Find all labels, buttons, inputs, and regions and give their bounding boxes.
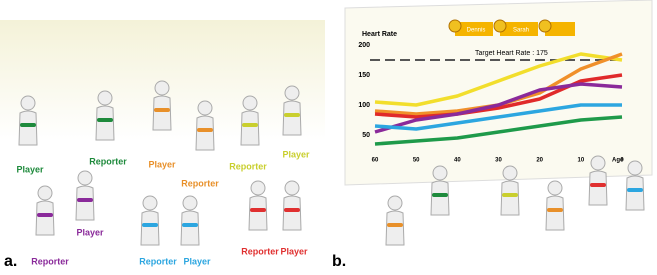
sensor-band: [387, 223, 403, 227]
sensor-band: [97, 118, 113, 122]
sensor-band: [37, 213, 53, 217]
person-body: [386, 211, 404, 245]
sensor-band: [284, 208, 300, 212]
x-tick-label: 20: [536, 158, 543, 164]
person-head: [503, 166, 517, 180]
role-label: Reporter: [229, 161, 267, 171]
figure: a. b. Heart Rate Age Target Heart Rate :…: [0, 0, 657, 270]
person-head: [433, 166, 447, 180]
person-head: [285, 181, 299, 195]
y-tick-label: 50: [362, 132, 370, 139]
person-body: [626, 176, 644, 210]
person-head: [21, 96, 35, 110]
role-label: Reporter: [89, 156, 127, 166]
person-head: [285, 86, 299, 100]
person-head: [183, 196, 197, 210]
person-head: [38, 186, 52, 200]
sensor-band: [284, 113, 300, 117]
person-body: [431, 181, 449, 215]
role-label: Player: [148, 159, 176, 169]
panel-tag: a.: [4, 253, 17, 270]
sensor-band: [242, 123, 258, 127]
sensor-band: [142, 223, 158, 227]
person-head: [155, 81, 169, 95]
person-body: [36, 201, 54, 235]
person-body: [249, 196, 267, 230]
person-body: [196, 116, 214, 150]
person-body: [283, 196, 301, 230]
person-head: [251, 181, 265, 195]
x-tick-label: 60: [372, 158, 379, 164]
role-label: Reporter: [241, 246, 279, 256]
person-body: [546, 196, 564, 230]
badge-medal: [449, 20, 461, 32]
person-head: [78, 171, 92, 185]
role-label: Player: [282, 149, 310, 159]
person-head: [548, 181, 562, 195]
person-body: [76, 186, 94, 220]
y-tick-label: 100: [358, 102, 370, 109]
role-label: Player: [76, 227, 104, 237]
role-label: Player: [280, 246, 308, 256]
role-label: Player: [16, 164, 44, 174]
person-head: [198, 101, 212, 115]
person-body: [181, 211, 199, 245]
sensor-band: [627, 188, 643, 192]
y-tick-label: 200: [358, 42, 370, 49]
badge-medal: [494, 20, 506, 32]
role-label: Reporter: [31, 256, 69, 266]
person-head: [98, 91, 112, 105]
badge-medal: [539, 20, 551, 32]
panel-tag: b.: [332, 253, 346, 270]
sensor-band: [547, 208, 563, 212]
person-body: [141, 211, 159, 245]
badge-name: Sarah: [513, 28, 529, 34]
x-tick-label: 50: [413, 158, 420, 164]
target-label: Target Heart Rate : 175: [475, 50, 548, 57]
sensor-band: [154, 108, 170, 112]
role-label: Player: [183, 256, 211, 266]
y-axis-label: Heart Rate: [362, 31, 397, 38]
person-head: [591, 156, 605, 170]
sensor-band: [197, 128, 213, 132]
person-body: [501, 181, 519, 215]
sensor-band: [590, 183, 606, 187]
role-label: Reporter: [181, 178, 219, 188]
x-tick-label: 40: [454, 158, 461, 164]
person-body: [589, 171, 607, 205]
person-head: [243, 96, 257, 110]
person-head: [388, 196, 402, 210]
x-tick-label: 30: [495, 158, 502, 164]
x-tick-label: 10: [577, 158, 584, 164]
sensor-band: [250, 208, 266, 212]
badge-name: Dennis: [467, 28, 486, 34]
person-body: [19, 111, 37, 145]
sensor-band: [182, 223, 198, 227]
sensor-band: [432, 193, 448, 197]
y-tick-label: 150: [358, 72, 370, 79]
role-label: Reporter: [139, 256, 177, 266]
person-body: [283, 101, 301, 135]
person-head: [143, 196, 157, 210]
person-body: [96, 106, 114, 140]
person-body: [153, 96, 171, 130]
person-body: [241, 111, 259, 145]
sensor-band: [20, 123, 36, 127]
person-head: [628, 161, 642, 175]
sensor-band: [77, 198, 93, 202]
sensor-band: [502, 193, 518, 197]
